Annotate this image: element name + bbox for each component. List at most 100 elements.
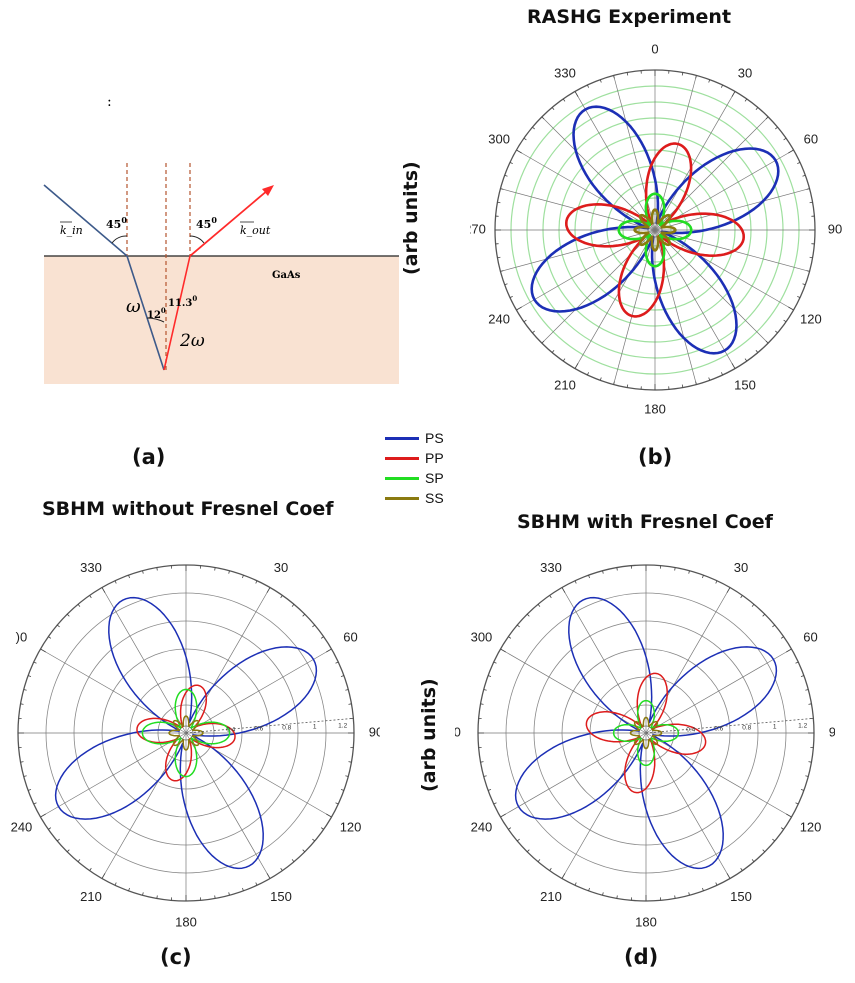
omega-label: ω bbox=[126, 296, 141, 317]
chart-b-angle-tick bbox=[783, 319, 787, 323]
chart-d-grid-spoke bbox=[561, 587, 647, 734]
chart-d-grid-spoke bbox=[645, 648, 792, 734]
chart-d-angle-tick bbox=[616, 895, 618, 899]
legend-item-pp: PP bbox=[385, 448, 465, 468]
chart-b-grid-spoke bbox=[613, 229, 656, 385]
chart-c-angle-tick bbox=[242, 574, 244, 579]
chart-b-angle-tick bbox=[788, 306, 794, 311]
chart-d-angle-label: '0 bbox=[455, 724, 461, 739]
chart-c-radial-label: 1 bbox=[313, 724, 317, 731]
chart-b-angle-tick bbox=[516, 149, 522, 154]
chart-c-angle-tick bbox=[280, 867, 283, 871]
chart-b-angle-tick bbox=[681, 384, 684, 388]
chart-d-angle-tick bbox=[526, 849, 530, 853]
chart-b-angle-label: 150 bbox=[734, 377, 756, 392]
angle-in-label: 450 bbox=[106, 215, 127, 231]
chart-d-angle-label: 120 bbox=[800, 819, 822, 834]
chart-c-angle-tick bbox=[101, 587, 106, 593]
chart-d-angle-tick bbox=[674, 895, 676, 899]
chart-b-angle-label: 180 bbox=[644, 401, 666, 416]
caption-a: (a) bbox=[132, 445, 166, 469]
chart-c-angle-tick bbox=[66, 849, 70, 853]
chart-d-angle-tick bbox=[751, 859, 755, 862]
chart-b-angle-tick bbox=[497, 201, 501, 204]
chart-b-angle-tick bbox=[809, 201, 813, 204]
caption-b: (b) bbox=[638, 445, 673, 469]
chart-c-angle-tick bbox=[266, 873, 271, 879]
chart-b-angle-tick bbox=[695, 381, 697, 385]
caption-d: (d) bbox=[624, 945, 659, 969]
chart-d-angle-label: 150 bbox=[730, 889, 752, 904]
chart-b-angle-tick bbox=[551, 350, 555, 353]
chart-c-angle-tick bbox=[101, 873, 106, 879]
chart-c-angle-tick bbox=[156, 895, 158, 899]
chart-b-grid-spoke bbox=[574, 91, 656, 231]
chart-c-angle-tick bbox=[214, 567, 216, 571]
chart-d-angle-tick bbox=[500, 813, 506, 818]
chart-b-angle-tick bbox=[599, 79, 602, 83]
chart-c-angle-tick bbox=[89, 867, 92, 871]
chart-c-angle-tick bbox=[128, 887, 130, 892]
chart-d-series-sp bbox=[612, 699, 680, 767]
chart-c-angle-tick bbox=[57, 624, 60, 628]
chart-b-angle-tick bbox=[599, 377, 602, 381]
chart-c-radial-label: 0.4 bbox=[226, 726, 235, 733]
chart-d-angle-tick bbox=[702, 887, 704, 892]
angle-out-label: 450 bbox=[196, 215, 217, 231]
angle-refr-2-label: 11.30 bbox=[168, 294, 197, 309]
chart-d-angle-tick bbox=[751, 604, 755, 607]
legend-label-sp: SP bbox=[425, 470, 444, 486]
chart-d-angle-tick bbox=[726, 873, 731, 879]
chart-c-angle-tick bbox=[340, 675, 345, 677]
chart-b-angle-tick bbox=[626, 72, 629, 76]
chart-c-angle-tick bbox=[228, 892, 230, 896]
chart-c-angle-tick bbox=[302, 613, 306, 617]
chart-c-angle-tick bbox=[114, 882, 117, 886]
chart-c-angle-tick bbox=[326, 813, 332, 818]
chart-c-angle-tick bbox=[156, 567, 158, 571]
chart-d-angle-label: 300 bbox=[471, 629, 493, 644]
chart-b-angle-tick bbox=[516, 306, 522, 311]
chart-b-grid-spoke bbox=[654, 229, 736, 369]
chart-d-angle-tick bbox=[526, 613, 530, 617]
chart-b-angle-tick bbox=[551, 107, 555, 110]
gaas-medium bbox=[44, 256, 399, 384]
chart-d-angle-tick bbox=[588, 887, 590, 892]
chart-d-ylabel: (arb units) bbox=[418, 678, 440, 792]
chart-d-angle-tick bbox=[740, 595, 743, 599]
chart-b-ylabel: (arb units) bbox=[400, 161, 422, 275]
chart-d-angle-label: 240 bbox=[471, 819, 493, 834]
chart-b-angle-tick bbox=[532, 330, 535, 334]
chart-c-angle-tick bbox=[142, 892, 144, 896]
chart-b-grid-spoke bbox=[654, 229, 697, 385]
chart-b-angle-tick bbox=[775, 126, 778, 130]
chart-d-angle-tick bbox=[574, 882, 577, 886]
chart-c-center-ring bbox=[178, 725, 194, 741]
refracted-fundamental-beam bbox=[126, 255, 165, 371]
chart-c-radial-label: 0.8 bbox=[282, 724, 291, 731]
chart-b-angle-tick bbox=[613, 75, 615, 79]
chart-b-angle-tick bbox=[500, 188, 504, 190]
chart-d-grid-spoke bbox=[645, 732, 792, 818]
chart-c-angle-label: 120 bbox=[340, 819, 362, 834]
chart-c-angle-tick bbox=[20, 761, 24, 763]
chart-b-grid-spoke bbox=[574, 229, 656, 369]
legend-swatch-sp bbox=[385, 476, 419, 480]
chart-b-angle-tick bbox=[731, 363, 736, 369]
chart-d-angle-tick bbox=[561, 873, 566, 879]
output-arrowhead bbox=[262, 185, 274, 196]
chart-c-angle-tick bbox=[20, 703, 24, 705]
legend-item-ss: SS bbox=[385, 488, 465, 508]
chart-d-angle-tick bbox=[726, 587, 731, 593]
chart-c-grid-spoke bbox=[185, 648, 332, 734]
chart-d-angle-tick bbox=[795, 802, 799, 805]
chart-d-grid-spoke bbox=[645, 732, 731, 879]
chart-c-angle-label: 60 bbox=[343, 629, 357, 644]
chart-b-grid-spoke bbox=[613, 75, 656, 231]
chart-c-angle-label: 180 bbox=[175, 914, 197, 929]
chart-d-angle-tick bbox=[688, 892, 690, 896]
chart-b-angle-tick bbox=[681, 72, 684, 76]
chart-b-angle-label: 60 bbox=[804, 131, 818, 146]
chart-c-angle-label: 30 bbox=[274, 560, 288, 575]
chart-b-angle-tick bbox=[500, 270, 504, 272]
